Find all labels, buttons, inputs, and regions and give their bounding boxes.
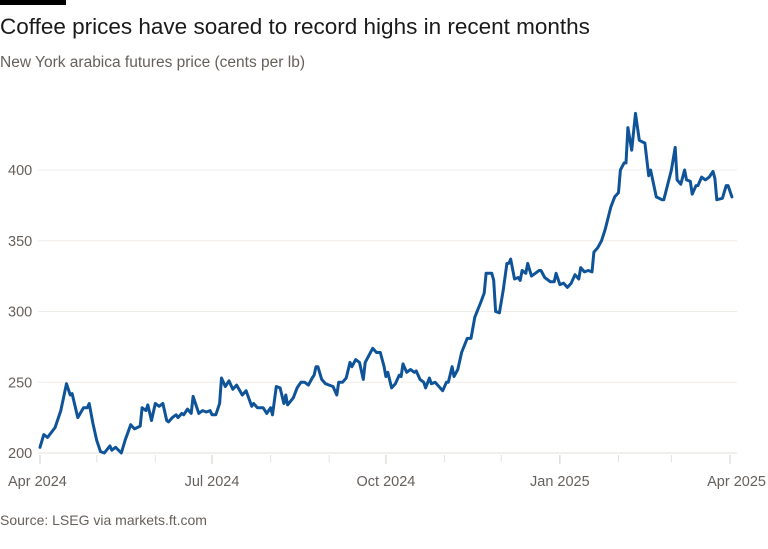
price-line [38, 111, 734, 455]
x-tick-label: Apr 2024 [8, 474, 67, 490]
chart-title: Coffee prices have soared to record high… [0, 14, 590, 39]
series-group [38, 111, 734, 455]
x-tick-label: Jul 2024 [185, 474, 240, 490]
y-tick-label: 300 [8, 305, 32, 321]
x-tick-label: Oct 2024 [357, 474, 416, 490]
brand-bar [0, 0, 66, 5]
y-axis-ticks: 200 250 300 350 400 [8, 163, 32, 462]
y-tick-label: 350 [8, 234, 32, 250]
x-axis-ticks: Apr 2024 Jul 2024 Oct 2024 Jan 2025 Apr 2025 [8, 455, 766, 490]
y-tick-label: 200 [8, 446, 32, 462]
source-note: Source: LSEG via markets.ft.com [0, 512, 207, 528]
x-tick-label: Jan 2025 [530, 474, 590, 490]
y-tick-label: 400 [8, 163, 32, 179]
x-tick-label: Apr 2025 [707, 474, 766, 490]
chart-subtitle: New York arabica futures price (cents pe… [0, 54, 305, 71]
y-tick-label: 250 [8, 375, 32, 391]
